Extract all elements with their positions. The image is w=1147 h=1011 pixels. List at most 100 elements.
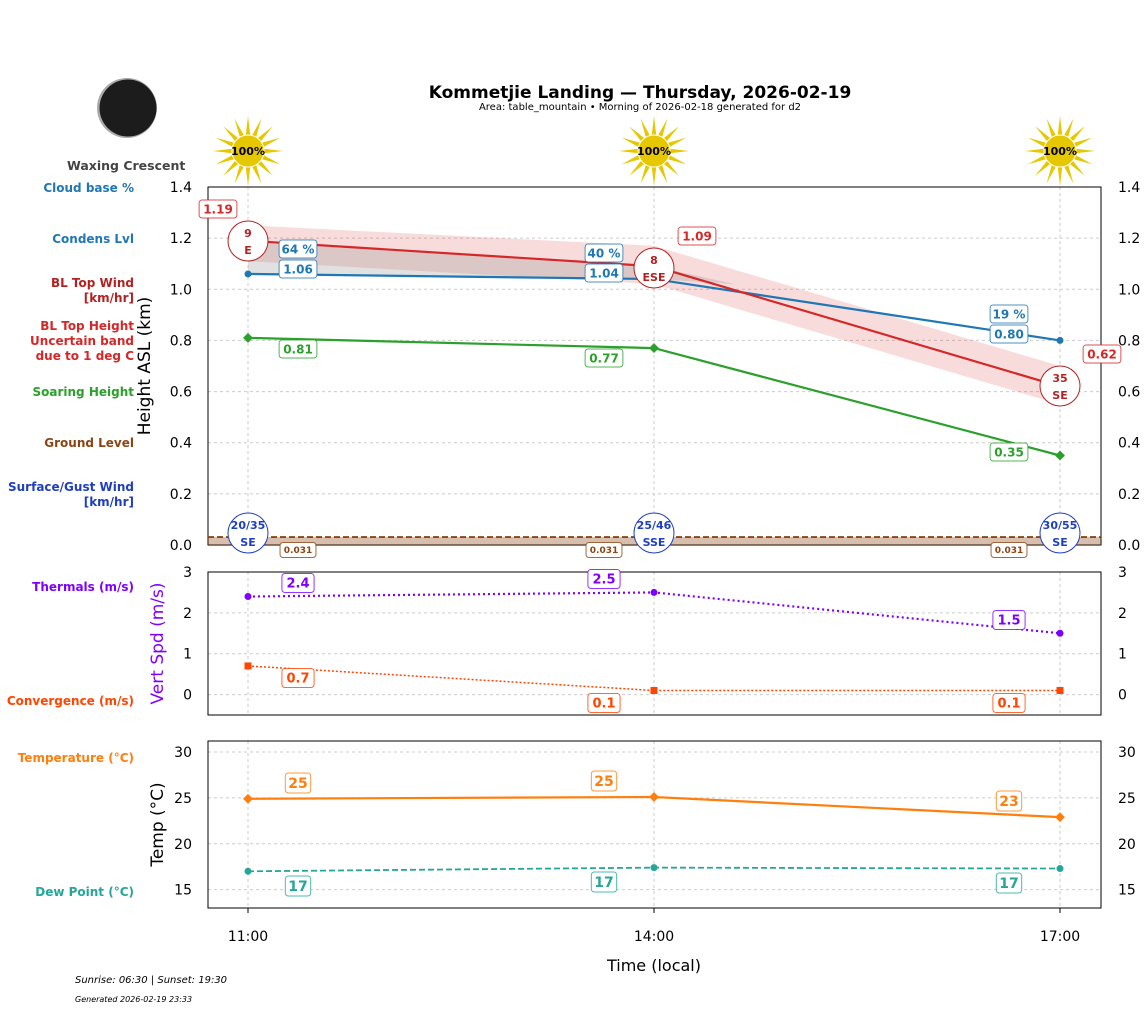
thermals-point xyxy=(244,593,252,601)
moon-phase-label: Waxing Crescent xyxy=(67,158,186,173)
sun-ray xyxy=(621,137,643,149)
height-panel-ytick-right: 0.4 xyxy=(1118,436,1140,452)
condens-level-point xyxy=(244,270,252,278)
bl-top-wind-barb-speed: 35 xyxy=(1052,372,1067,385)
generated-timestamp: Generated 2026-02-19 23:33 xyxy=(75,995,193,1004)
sun-percent-label: 100% xyxy=(1043,145,1077,158)
sun-percent-label: 100% xyxy=(231,145,265,158)
thermals-value-label: 1.5 xyxy=(997,614,1020,629)
surface-wind-barb-speed: 25/46 xyxy=(637,519,672,532)
bl-band-row-label: due to 1 deg C xyxy=(36,349,135,363)
bl-top-value-label-box xyxy=(677,226,717,246)
height-panel-ytick-right: 1.2 xyxy=(1118,231,1140,247)
bl-wind-row-label: [km/hr] xyxy=(84,291,134,305)
cloud-base-pct-label: 19 % xyxy=(993,307,1026,321)
soaring-height-value-label-box xyxy=(584,348,624,368)
bl-top-wind-barb-direction: ESE xyxy=(643,271,666,284)
sun-ray xyxy=(667,148,689,154)
x-tick-label: 11:00 xyxy=(228,929,268,945)
dew-point-point xyxy=(244,867,252,875)
bl-top-value-label-box xyxy=(198,199,238,219)
sun-ray xyxy=(223,158,241,176)
condens-level-point xyxy=(1056,336,1064,344)
temperature-point xyxy=(1055,812,1065,823)
soaring-height-point xyxy=(649,343,659,354)
surface-wind-row-label: Surface/Gust Wind xyxy=(8,480,134,494)
cloud-base-pct-label-box xyxy=(989,304,1029,324)
convergence-value-label-box xyxy=(587,693,621,713)
bl-top-wind-barb-speed: 8 xyxy=(650,254,658,267)
height-panel-ytick-right: 0.0 xyxy=(1118,538,1140,554)
height-panel-ytick-right: 0.8 xyxy=(1118,333,1140,349)
convergence-line xyxy=(247,665,1060,692)
temperature-value-label: 25 xyxy=(288,776,307,792)
height-panel-ytick-left: 1.4 xyxy=(170,180,192,196)
surface-wind-row-label: [km/hr] xyxy=(84,495,134,509)
convergence-point xyxy=(1056,686,1064,694)
bl-top-wind-barb-speed: 9 xyxy=(244,227,252,240)
sun-ray xyxy=(223,126,241,144)
temperature-row-label: Temperature (°C) xyxy=(18,751,134,765)
bl-top-uncertainty-band xyxy=(248,225,1060,405)
vert-speed-panel-ytick-left: 3 xyxy=(183,565,192,581)
vert-speed-panel-ytick-right: 0 xyxy=(1118,688,1127,704)
ground-level-value-label: 0.031 xyxy=(590,546,618,556)
x-tick-label: 17:00 xyxy=(1040,929,1080,945)
sun-ray xyxy=(629,126,647,144)
temperature-panel-ytick-left: 20 xyxy=(174,837,192,853)
soaring-height-value-label-box xyxy=(989,442,1029,462)
sun-ray xyxy=(255,126,273,144)
ground-row-label: Ground Level xyxy=(44,436,134,450)
thermals-value-label: 2.4 xyxy=(286,577,309,592)
condens-level-value-label-box xyxy=(989,324,1029,344)
sun-ray xyxy=(1057,164,1063,186)
convergence-point xyxy=(244,662,252,670)
soaring-row-label: Soaring Height xyxy=(33,385,135,399)
bl-top-value-label: 0.62 xyxy=(1087,347,1117,361)
sun-ray xyxy=(1071,137,1093,149)
vert-speed-panel-ytick-left: 2 xyxy=(183,606,192,622)
height-panel-ytick-left: 0.4 xyxy=(170,436,192,452)
bl-wind-row-label: BL Top Wind xyxy=(51,276,134,290)
thermals-point xyxy=(650,588,658,596)
sun-ray xyxy=(1046,162,1058,184)
sun-ray xyxy=(1035,158,1053,176)
vert-speed-panel-ylabel: Vert Spd (m/s) xyxy=(148,582,168,704)
sun-ray xyxy=(245,116,251,138)
sun-ray xyxy=(1067,126,1085,144)
convergence-value-label: 0.7 xyxy=(286,672,309,687)
sun-ray xyxy=(215,153,237,165)
sun-ray xyxy=(629,158,647,176)
sun-ray xyxy=(1046,118,1058,140)
convergence-value-label: 0.1 xyxy=(997,697,1020,712)
sun-ray xyxy=(621,153,643,165)
temperature-panel-ytick-left: 30 xyxy=(174,745,192,761)
vert-speed-panel-ytick-right: 1 xyxy=(1118,647,1127,663)
temperature-point xyxy=(243,793,253,804)
height-panel-ytick-left: 0.6 xyxy=(170,385,192,401)
surface-wind-barb-direction: SE xyxy=(1052,536,1067,549)
surface-wind-barb xyxy=(1039,512,1081,554)
soaring-height-value-label-box xyxy=(278,339,318,359)
dew-point-value-label: 17 xyxy=(288,879,307,895)
cloud-base-pct-label-box xyxy=(584,243,624,263)
chart-subtitle: Area: table_mountain • Morning of 2026-0… xyxy=(478,102,802,113)
surface-wind-barb xyxy=(633,512,675,554)
height-panel-ylabel: Height ASL (km) xyxy=(135,297,155,436)
ground-level-value-label-box xyxy=(585,542,623,558)
sun-ray xyxy=(1035,126,1053,144)
ground-level-value-label-box xyxy=(279,542,317,558)
condens-level-value-label: 1.06 xyxy=(283,262,313,276)
bl-top-wind-barb xyxy=(633,247,675,289)
sun-ray xyxy=(1071,153,1093,165)
sun-ray xyxy=(640,118,652,140)
temperature-panel-ytick-right: 15 xyxy=(1118,883,1136,899)
sun-icon: 100% xyxy=(619,116,689,186)
bl-band-row-label: BL Top Height xyxy=(40,319,134,333)
chart-title: Kommetjie Landing — Thursday, 2026-02-19 xyxy=(428,83,852,103)
height-panel-ytick-left: 1.2 xyxy=(170,231,192,247)
height-panel-ytick-left: 0.2 xyxy=(170,487,192,503)
sun-disc xyxy=(231,134,265,168)
height-panel-ytick-right: 1.4 xyxy=(1118,180,1140,196)
